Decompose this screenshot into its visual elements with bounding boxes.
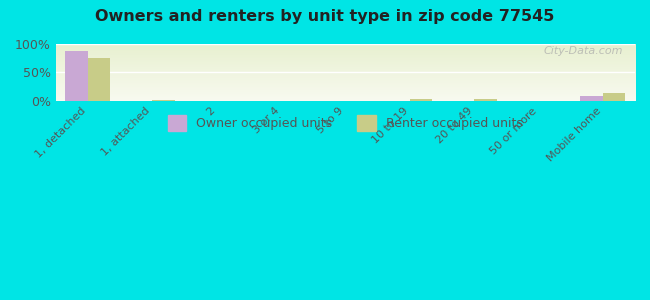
Bar bbox=[410, 99, 432, 101]
Bar bbox=[88, 58, 110, 101]
Bar bbox=[580, 96, 603, 101]
Bar bbox=[474, 99, 497, 101]
Bar bbox=[152, 100, 175, 101]
Text: Owners and renters by unit type in zip code 77545: Owners and renters by unit type in zip c… bbox=[96, 9, 554, 24]
Bar bbox=[66, 51, 88, 101]
Bar bbox=[603, 93, 625, 101]
Text: City-Data.com: City-Data.com bbox=[544, 46, 623, 56]
Legend: Owner occupied units, Renter occupied units: Owner occupied units, Renter occupied un… bbox=[162, 110, 528, 136]
